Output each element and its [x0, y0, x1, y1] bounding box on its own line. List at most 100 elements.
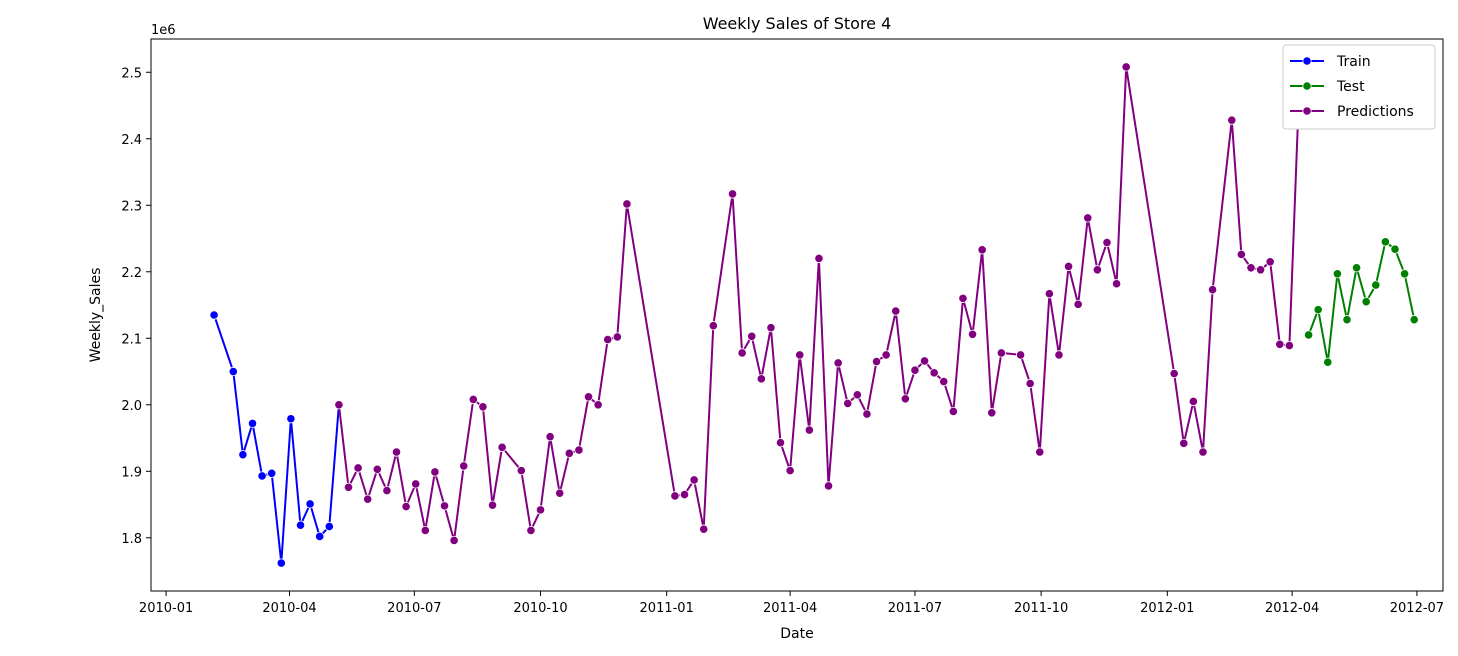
data-point-predictions — [699, 524, 709, 534]
legend-swatch-marker — [1302, 81, 1312, 91]
data-point-predictions — [987, 408, 997, 418]
y-axis-label: Weekly_Sales — [88, 268, 104, 363]
series-test — [1303, 237, 1419, 367]
data-point-predictions — [833, 358, 843, 368]
data-point-train — [295, 520, 306, 530]
data-point-predictions — [977, 245, 987, 255]
legend-label: Train — [1336, 54, 1371, 70]
data-point-predictions — [871, 356, 882, 367]
y-tick-label: 2.5 — [121, 66, 142, 81]
series-predictions — [334, 62, 1304, 546]
data-point-predictions — [497, 442, 507, 452]
x-tick-label: 2010-01 — [139, 601, 193, 616]
data-point-train — [315, 531, 325, 542]
data-point-predictions — [891, 306, 901, 316]
data-point-test — [1323, 357, 1333, 367]
data-point-predictions — [622, 199, 632, 209]
data-point-predictions — [996, 348, 1006, 358]
data-point-predictions — [420, 525, 430, 536]
series-line-train — [213, 314, 340, 565]
data-point-predictions — [468, 394, 478, 405]
data-point-predictions — [1265, 257, 1275, 267]
data-point-predictions — [852, 390, 862, 400]
data-point-predictions — [679, 489, 690, 500]
x-axis-ticks: 2010-01 2010-04 2010-07 2010-10 2011-01 2011-… — [139, 591, 1444, 616]
data-point-predictions — [689, 475, 699, 485]
x-tick-label: 2012-04 — [1265, 601, 1319, 616]
data-point-predictions — [967, 329, 978, 339]
data-point-predictions — [727, 189, 738, 199]
data-point-train — [305, 499, 315, 509]
y-tick-label: 1.9 — [121, 465, 142, 480]
data-point-predictions — [919, 356, 930, 366]
series-line-test — [1307, 240, 1416, 364]
x-tick-label: 2010-04 — [262, 601, 316, 616]
y-tick-label: 2.2 — [121, 266, 142, 281]
data-point-predictions — [862, 409, 872, 419]
series-train — [209, 310, 344, 568]
data-point-predictions — [526, 525, 536, 536]
data-point-predictions — [439, 501, 450, 511]
data-point-predictions — [1025, 378, 1035, 389]
data-point-predictions — [958, 293, 968, 303]
data-point-predictions — [1275, 339, 1285, 349]
data-point-test — [1361, 297, 1371, 307]
data-point-predictions — [545, 432, 555, 442]
data-point-predictions — [1083, 213, 1093, 223]
data-point-predictions — [1246, 263, 1256, 273]
data-point-predictions — [1092, 265, 1102, 275]
data-point-predictions — [430, 467, 440, 477]
data-point-predictions — [478, 402, 488, 412]
data-point-predictions — [1035, 447, 1045, 457]
data-point-predictions — [1207, 285, 1218, 295]
x-tick-label: 2011-10 — [1014, 601, 1068, 616]
legend-swatch-marker — [1302, 106, 1312, 116]
data-point-predictions — [555, 488, 565, 498]
data-point-predictions — [843, 398, 853, 409]
data-point-predictions — [814, 253, 824, 264]
data-point-predictions — [1063, 261, 1074, 272]
y-tick-label: 2.3 — [121, 199, 142, 214]
data-point-predictions — [1111, 279, 1122, 289]
data-point-predictions — [449, 535, 459, 546]
data-point-predictions — [1054, 350, 1064, 360]
y-tick-label: 1.8 — [121, 532, 142, 547]
legend-label: Predictions — [1337, 104, 1414, 120]
series-line-predictions — [337, 65, 1300, 542]
data-point-train — [257, 471, 267, 481]
data-point-predictions — [1073, 299, 1083, 309]
data-point-train — [324, 521, 334, 532]
data-point-predictions — [900, 394, 910, 404]
x-tick-label: 2011-07 — [888, 601, 942, 616]
data-point-predictions — [1121, 62, 1131, 72]
data-point-test — [1390, 244, 1400, 254]
data-point-predictions — [603, 335, 613, 345]
data-point-predictions — [1179, 438, 1189, 448]
y-offset-label: 1e6 — [151, 23, 176, 38]
data-point-predictions — [1015, 350, 1026, 360]
x-tick-label: 2010-10 — [513, 601, 567, 616]
data-point-predictions — [756, 374, 766, 384]
data-point-predictions — [948, 406, 958, 417]
data-point-predictions — [939, 376, 949, 387]
data-point-predictions — [1102, 237, 1112, 248]
data-point-predictions — [823, 481, 834, 491]
data-point-predictions — [766, 323, 776, 333]
data-point-predictions — [1169, 368, 1179, 379]
x-tick-label: 2012-01 — [1140, 601, 1194, 616]
chart-title: Weekly Sales of Store 4 — [703, 14, 892, 33]
data-point-test — [1351, 263, 1362, 273]
data-point-test — [1399, 269, 1410, 279]
x-axis-label: Date — [780, 626, 813, 642]
data-point-predictions — [910, 365, 920, 375]
data-point-predictions — [1188, 396, 1198, 407]
x-tick-label: 2011-01 — [640, 601, 694, 616]
data-point-predictions — [612, 332, 622, 342]
data-point-predictions — [804, 425, 814, 435]
data-point-test — [1409, 315, 1419, 325]
data-point-predictions — [1227, 115, 1237, 125]
plot-area-frame — [150, 38, 1444, 592]
data-point-train — [276, 558, 286, 568]
data-point-train — [267, 468, 277, 478]
